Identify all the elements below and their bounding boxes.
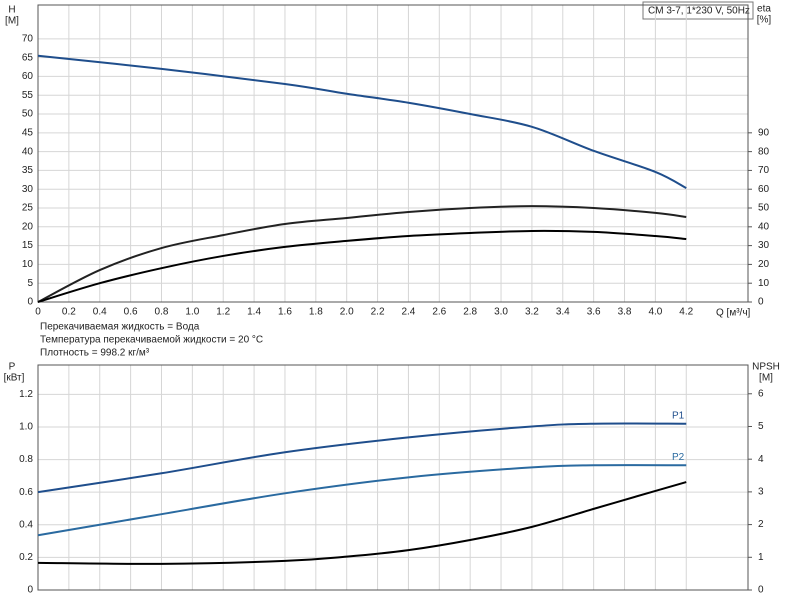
x-tick-label: 3.0 [494,307,508,318]
y2-tick-label: 3 [758,487,764,498]
x-tick-label: 1.0 [185,307,199,318]
y-tick-label: 30 [22,184,34,195]
y2-tick-label: 60 [758,184,770,195]
x-tick-label: 1.8 [309,307,323,318]
series-label: P1 [672,410,685,421]
y-tick-label: 45 [22,127,34,138]
y-tick-label: 35 [22,165,34,176]
x-tick-label: 4.0 [648,307,662,318]
y-tick-label: 0 [27,585,33,596]
curve [37,229,687,303]
y2-label: [M] [759,373,773,384]
x-tick-label: 2.0 [340,307,354,318]
y-tick-label: 1.2 [19,389,33,400]
curve [37,481,687,565]
y2-tick-label: 40 [758,221,770,232]
x-tick-label: 2.8 [463,307,477,318]
y-tick-label: 0.8 [19,454,33,465]
y-tick-label: 70 [22,33,34,44]
y2-tick-label: 10 [758,278,770,289]
y-tick-label: 0.6 [19,487,33,498]
y-tick-label: 15 [22,240,34,251]
y-tick-label: 0.4 [19,519,33,530]
curve [37,422,687,494]
y2-tick-label: 80 [758,146,770,157]
plot-frame [37,4,749,303]
note: Плотность = 998.2 кг/м³ [40,348,150,359]
x-tick-label: 0.6 [124,307,138,318]
y-tick-label: 0.2 [19,552,33,563]
x-tick-label: 0 [35,307,41,318]
y2-tick-label: 1 [758,552,764,563]
x-tick-label: 1.4 [247,307,261,318]
y2-label: eta [757,4,771,15]
legend-box [642,1,754,20]
y2-tick-label: 4 [758,454,764,465]
y-tick-label: 65 [22,52,34,63]
note: Температура перекачиваемой жидкости = 20… [40,335,263,346]
y2-tick-label: 20 [758,259,770,270]
x-label: Q [м³/ч] [716,308,751,319]
series-label: P2 [672,452,685,463]
x-tick-label: 3.2 [525,307,539,318]
y-tick-label: 20 [22,221,34,232]
y2-tick-label: 90 [758,127,770,138]
y-tick-label: 5 [27,278,33,289]
y-tick-label: 60 [22,71,34,82]
y-tick-label: 25 [22,203,34,214]
curve [37,54,687,189]
x-tick-label: 4.2 [679,307,693,318]
y-tick-label: 55 [22,90,34,101]
plot-frame [37,364,749,591]
y-tick-label: 10 [22,259,34,270]
curve [37,464,687,537]
x-tick-label: 2.4 [401,307,415,318]
y-tick-label: 1.0 [19,422,33,433]
y-tick-label: 0 [27,297,33,308]
y2-tick-label: 6 [758,388,764,399]
x-tick-label: 2.6 [432,307,446,318]
y2-tick-label: 5 [758,421,764,432]
y2-tick-label: 2 [758,519,764,530]
y-label: [кВт] [4,373,25,384]
x-tick-label: 0.2 [62,307,76,318]
y-label: P [9,362,16,373]
x-tick-label: 3.4 [556,307,570,318]
y-tick-label: 40 [22,146,34,157]
y2-tick-label: 50 [758,203,770,214]
note: Перекачиваемая жидкость = Вода [40,322,200,333]
y2-tick-label: 0 [758,297,764,308]
x-tick-label: 3.8 [618,307,632,318]
y2-label: NPSH [752,362,780,373]
x-tick-label: 0.4 [93,307,107,318]
x-tick-label: 1.2 [216,307,230,318]
y-label: [M] [5,16,19,27]
x-tick-label: 1.6 [278,307,292,318]
y-tick-label: 50 [22,109,34,120]
y-label: H [8,5,15,16]
model-label: CM 3-7, 1*230 V, 50Hz [648,6,750,17]
x-tick-label: 2.2 [371,307,385,318]
x-tick-label: 0.8 [155,307,169,318]
curve [37,205,687,303]
y2-tick-label: 70 [758,165,770,176]
y2-tick-label: 30 [758,240,770,251]
y2-label: [%] [757,15,772,26]
y2-tick-label: 0 [758,585,764,596]
x-tick-label: 3.6 [587,307,601,318]
